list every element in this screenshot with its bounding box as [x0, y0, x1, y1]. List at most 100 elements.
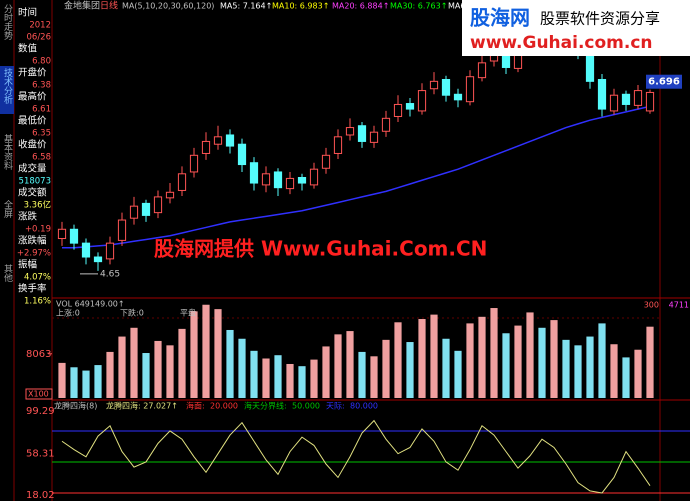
volume-bar [142, 353, 150, 398]
volume-bar [598, 323, 606, 398]
tab-active [0, 66, 14, 114]
price-label: 6.696 [648, 77, 680, 88]
candle-body [225, 134, 235, 147]
candle-body [477, 62, 487, 79]
level-value: 20.000 [210, 402, 238, 411]
y-tick-label: 18.02 [26, 490, 55, 501]
level-name: 天际: [326, 402, 345, 411]
info-value: 6.35 [32, 129, 51, 139]
candle-body [141, 202, 151, 216]
candle-body [369, 131, 379, 143]
candle-body [285, 177, 295, 190]
candle-body [273, 171, 283, 189]
volume-bar [382, 339, 390, 398]
volume-bar [502, 333, 510, 398]
volume-bar [526, 312, 534, 398]
ma-label: MA20: 6.884↑ [332, 2, 389, 11]
candle-body [417, 90, 427, 112]
info-value: +0.19 [25, 225, 51, 235]
volume-bar [310, 359, 318, 398]
info-label: 涨跌 [18, 211, 38, 223]
volume-bar [334, 334, 342, 398]
candle-body [633, 90, 643, 106]
ma-label: MA10: 6.983↑ [272, 2, 329, 11]
volume-note: 下跌:0 [120, 308, 144, 318]
info-value: 1.16% [24, 297, 51, 307]
candle-body [357, 125, 367, 142]
candle-body [453, 93, 463, 101]
volume-bar [646, 326, 654, 398]
candle-body [189, 154, 199, 173]
candle-body [261, 173, 271, 186]
candle-body [105, 242, 115, 260]
volume-bar [454, 350, 462, 398]
level-name: 海面: [186, 401, 205, 411]
ma-line [62, 105, 651, 249]
volume-bar [130, 327, 138, 398]
watermark-box [462, 0, 690, 56]
candle-body [177, 173, 187, 191]
volume-bar [298, 366, 306, 398]
watermark-brand: 股海网 [470, 6, 530, 30]
volume-bar [514, 325, 522, 398]
ma-params: MA(5,10,20,30,60,120) [122, 2, 214, 11]
info-label: 涨跌幅 [18, 235, 47, 247]
unit-box [25, 388, 53, 400]
candle-body [297, 177, 307, 184]
volume-bar [406, 342, 414, 398]
candle-body [237, 143, 247, 166]
ma-label: MA30: 6.763↑ [390, 2, 447, 11]
right-label: 300 [644, 301, 659, 310]
volume-bar [538, 327, 546, 398]
volume-bar [286, 363, 294, 398]
volume-bar [166, 345, 174, 398]
tab: 技术分析 [2, 67, 13, 105]
volume-bar [370, 356, 378, 398]
candle-body [117, 219, 127, 241]
volume-bar [490, 308, 498, 398]
volume-bar [214, 309, 222, 398]
info-label: 成交额 [18, 187, 47, 199]
candle-body [153, 196, 163, 214]
volume-bar [634, 349, 642, 398]
ma-label: MA5: 7.164↑ [220, 2, 272, 11]
info-label: 收盘价 [18, 139, 47, 151]
volume-bar [562, 339, 570, 398]
indicator-title: 龙腾四海(8) [54, 401, 97, 411]
volume-bar [610, 344, 618, 398]
volume-bar [274, 355, 282, 398]
level-value: 80.000 [350, 402, 378, 411]
candle-body [645, 91, 655, 112]
volume-bar [190, 311, 198, 398]
volume-bar [118, 336, 126, 398]
volume-bar [82, 370, 90, 398]
info-label: 最高价 [18, 91, 47, 103]
volume-bar [622, 357, 630, 398]
candle-body [201, 140, 211, 154]
y-tick-label: 99.29 [26, 406, 55, 417]
info-value: 6.58 [32, 153, 51, 163]
volume-bar [466, 323, 474, 398]
volume-bar [322, 346, 330, 398]
volume-bar [238, 338, 246, 398]
info-label: 振幅 [18, 259, 38, 271]
y-tick-label: 8063 [26, 349, 51, 360]
candle-body [585, 51, 595, 82]
unit-label: X100 [28, 390, 49, 399]
info-value: 6.38 [32, 81, 51, 91]
volume-note: 上涨:0 [56, 308, 80, 318]
tab: 分时走势 [2, 4, 13, 41]
info-value: 6.80 [32, 57, 51, 67]
low-label: 4.65 [100, 269, 120, 279]
info-value: 2012 [29, 21, 51, 31]
indicator-line [61, 419, 651, 494]
candle-body [333, 136, 343, 154]
info-value: 518073 [19, 177, 51, 187]
info-value: 6.61 [32, 105, 51, 115]
candle-body [81, 242, 91, 258]
volume-bar [346, 331, 354, 398]
volume-bar [202, 304, 210, 398]
indicator-value: 龙腾四海: 27.027↑ [106, 401, 178, 411]
